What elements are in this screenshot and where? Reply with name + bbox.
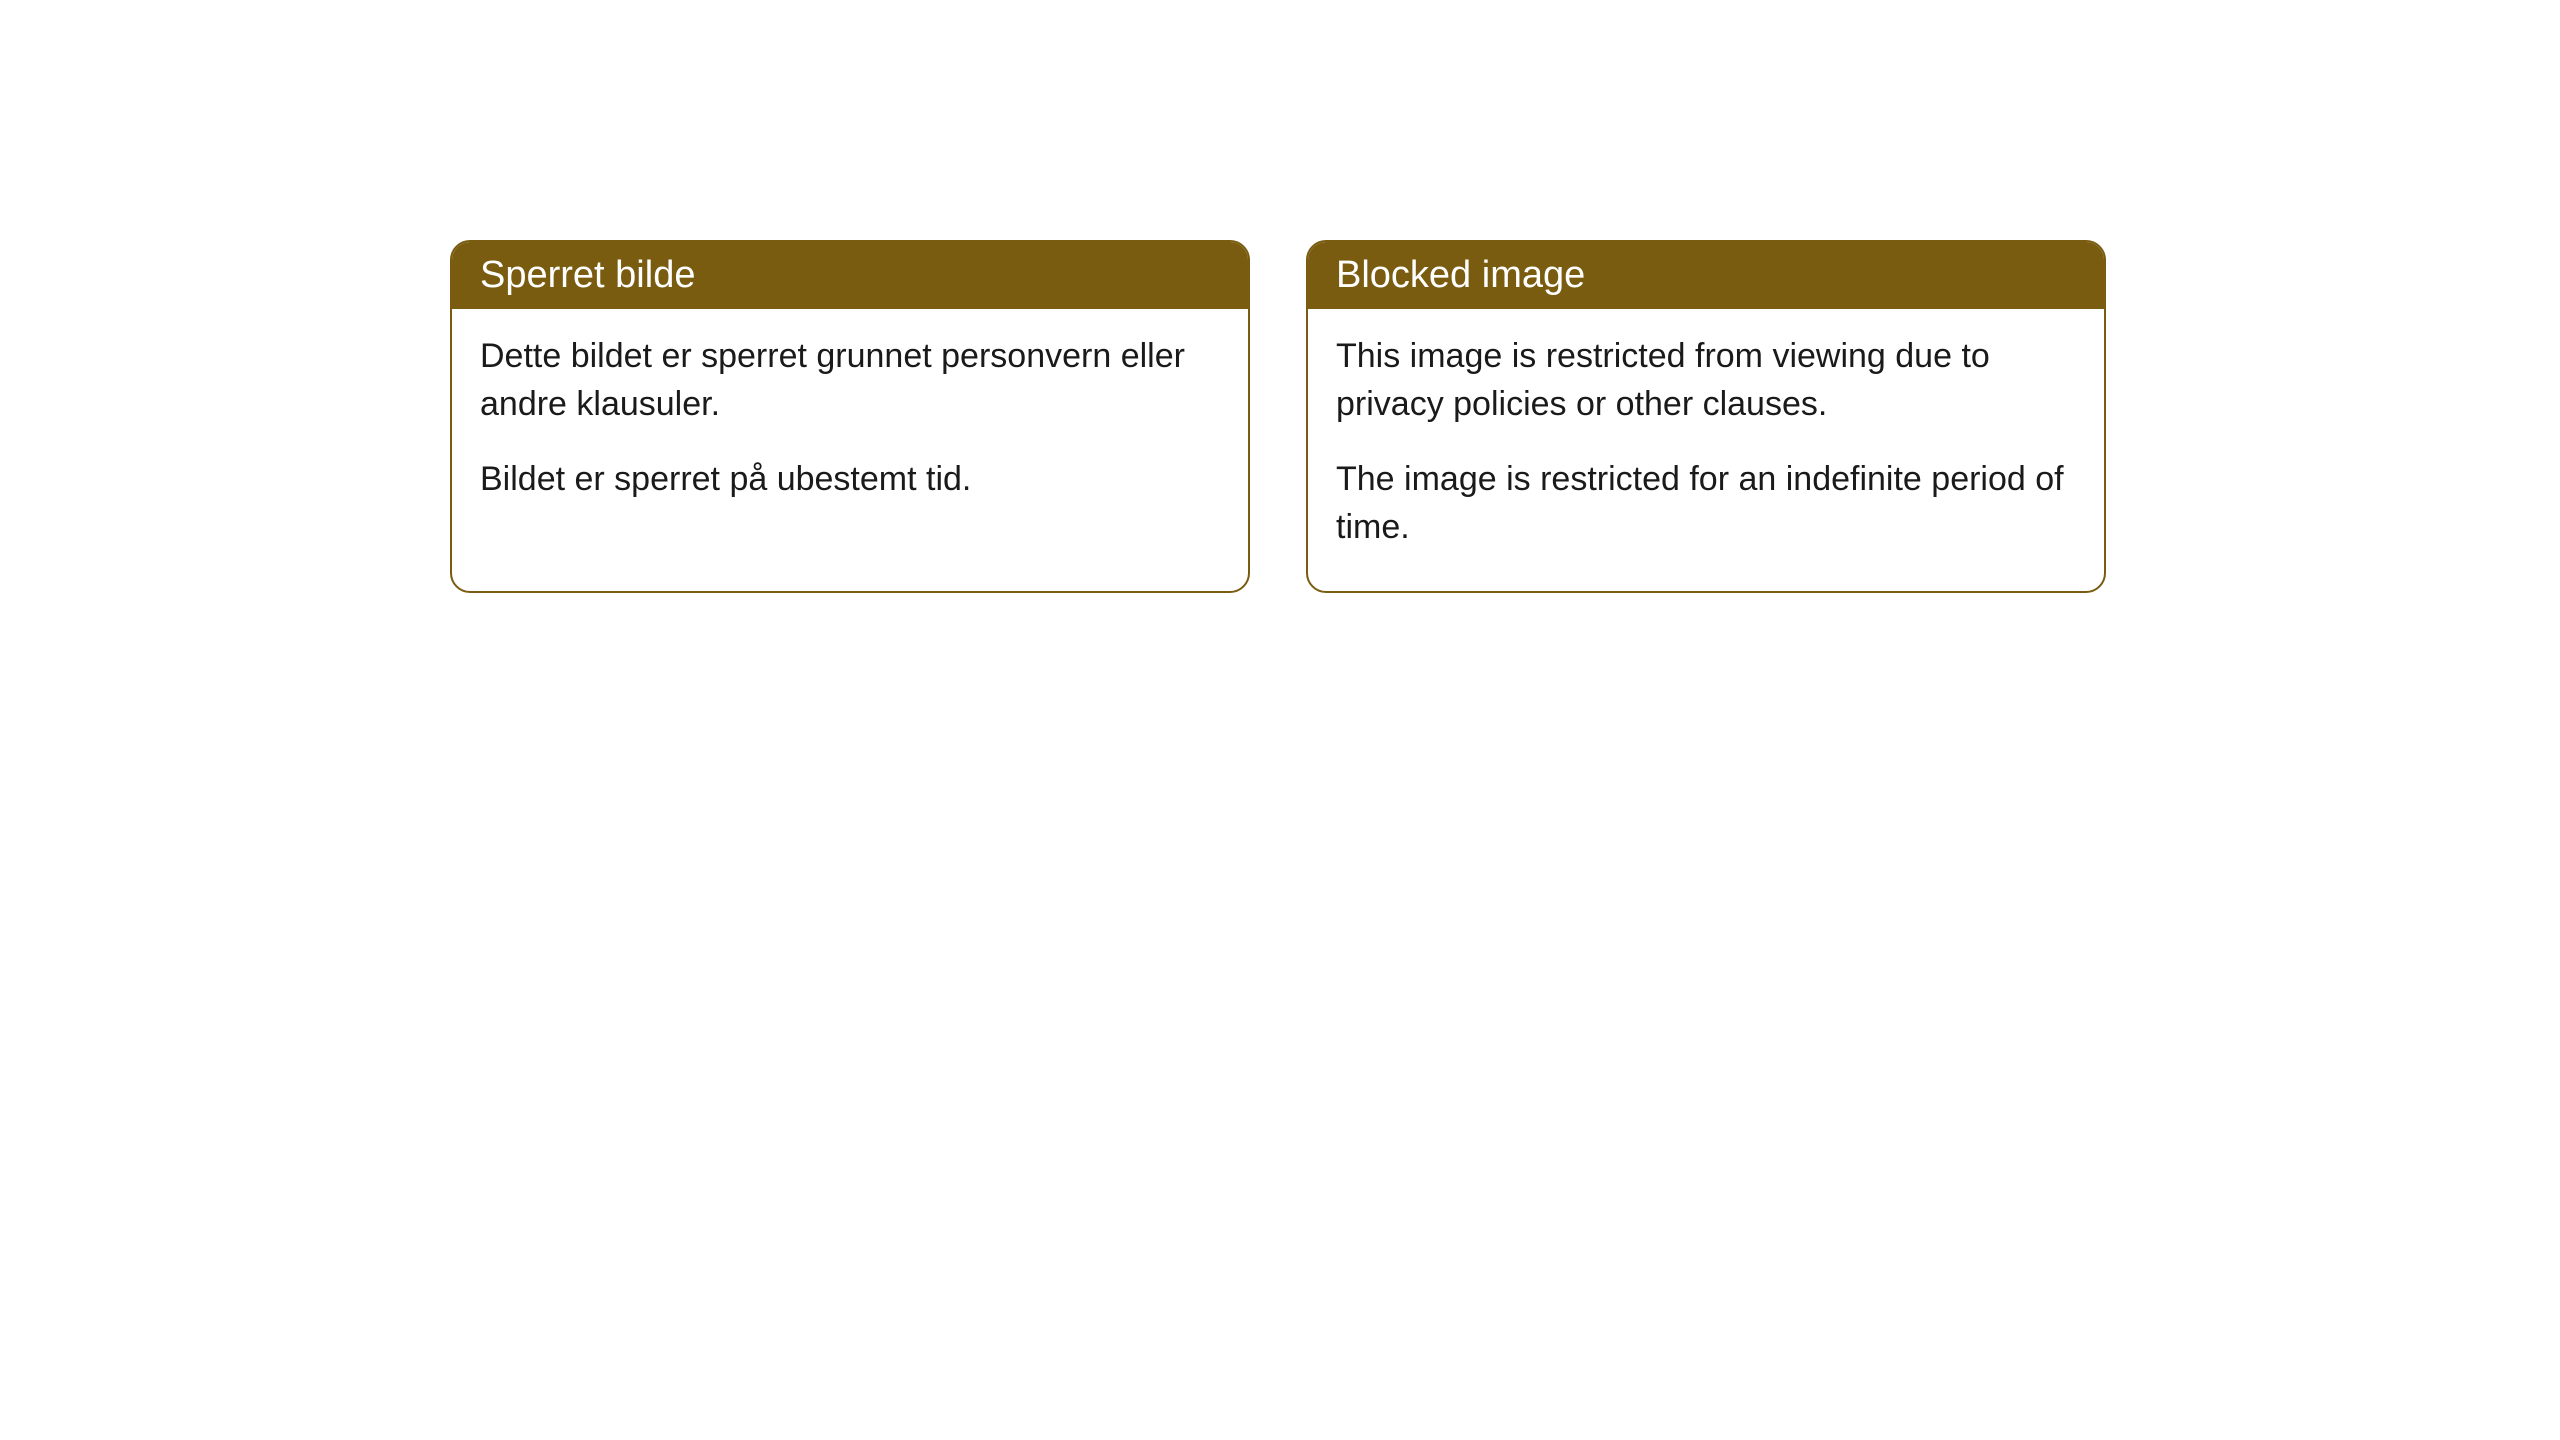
notice-card-norwegian: Sperret bilde Dette bildet er sperret gr… xyxy=(450,240,1250,593)
notice-cards-container: Sperret bilde Dette bildet er sperret gr… xyxy=(450,240,2106,593)
card-body-english: This image is restricted from viewing du… xyxy=(1308,309,2104,591)
card-paragraph: This image is restricted from viewing du… xyxy=(1336,333,2076,428)
card-paragraph: Bildet er sperret på ubestemt tid. xyxy=(480,456,1220,504)
card-header-norwegian: Sperret bilde xyxy=(452,242,1248,309)
card-paragraph: The image is restricted for an indefinit… xyxy=(1336,456,2076,551)
card-header-english: Blocked image xyxy=(1308,242,2104,309)
card-paragraph: Dette bildet er sperret grunnet personve… xyxy=(480,333,1220,428)
notice-card-english: Blocked image This image is restricted f… xyxy=(1306,240,2106,593)
card-body-norwegian: Dette bildet er sperret grunnet personve… xyxy=(452,309,1248,544)
